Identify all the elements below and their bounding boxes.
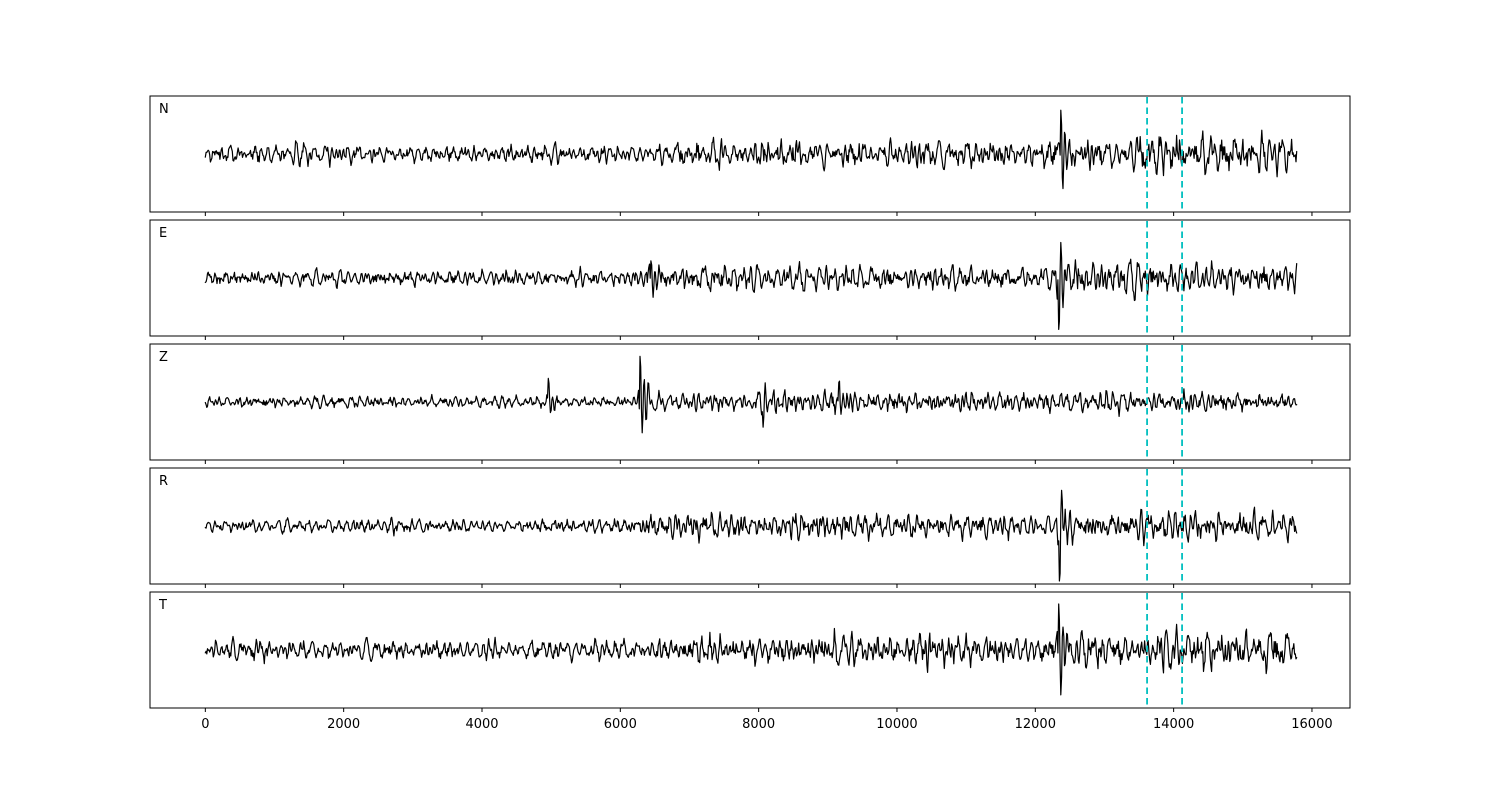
channel-label-E: E	[159, 226, 167, 241]
channel-label-R: R	[159, 474, 168, 489]
waveform-trace-E	[204, 241, 1298, 330]
x-tick-label: 12000	[1015, 717, 1056, 732]
waveform-trace-Z	[204, 355, 1298, 434]
channel-label-N: N	[159, 102, 169, 117]
x-tick-label: 0	[201, 717, 209, 732]
x-tick-label: 6000	[604, 717, 637, 732]
panel-border-R	[149, 467, 1351, 585]
x-tick-label: 16000	[1291, 717, 1332, 732]
x-tick-label: 8000	[742, 717, 775, 732]
x-tick-label: 10000	[876, 717, 917, 732]
x-tick-label: 2000	[327, 717, 360, 732]
waveform-trace-T	[204, 603, 1298, 696]
panel-border-T	[149, 591, 1351, 709]
waveform-trace-N	[204, 109, 1298, 190]
panel-border-N	[149, 95, 1351, 213]
panel-border-Z	[149, 343, 1351, 461]
channel-label-Z: Z	[159, 350, 168, 365]
waveform-trace-R	[204, 489, 1298, 582]
x-tick-label: 14000	[1153, 717, 1194, 732]
x-tick-label: 4000	[465, 717, 498, 732]
channel-label-T: T	[158, 598, 167, 613]
panel-border-E	[149, 219, 1351, 337]
